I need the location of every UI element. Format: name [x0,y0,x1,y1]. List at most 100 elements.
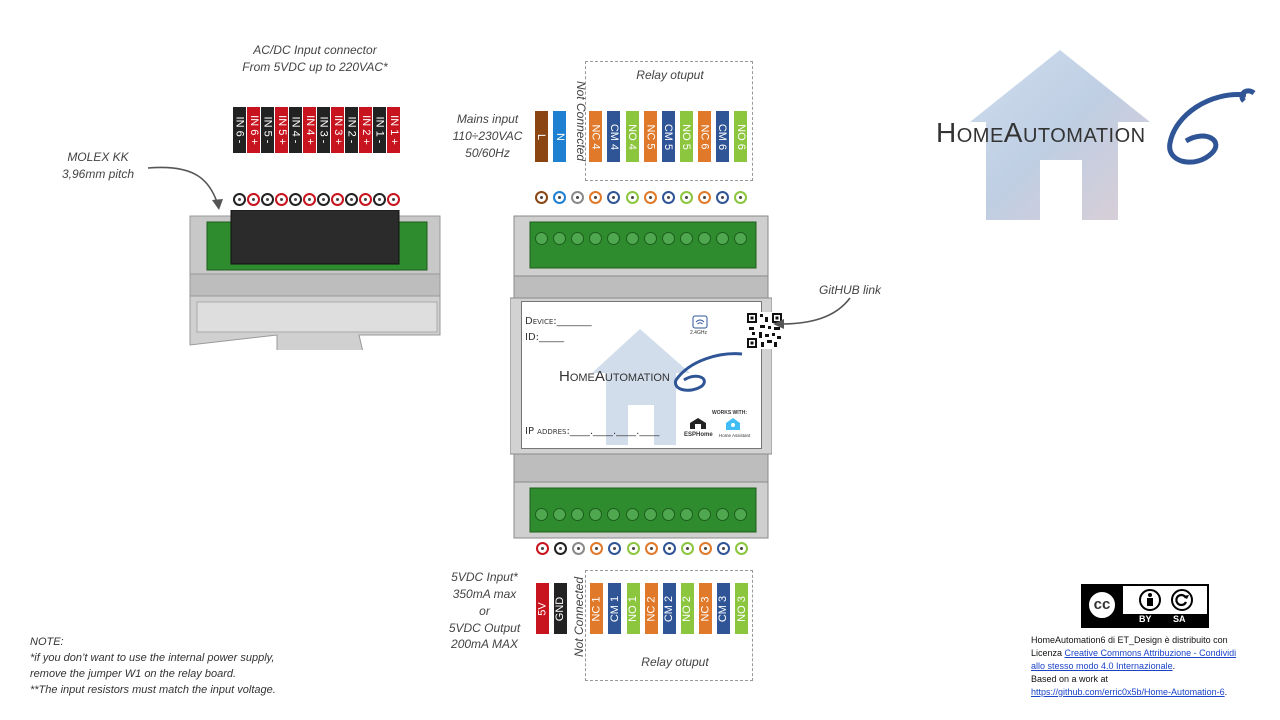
pin-text: IN 5 - [262,117,274,144]
input-terminal-12 [387,193,400,206]
terminal-screw [553,508,566,521]
molex-label-1: MOLEX KK [50,149,146,165]
input-terminal-11 [373,193,386,206]
terminal-screw [662,232,675,245]
terminal-screw [535,232,548,245]
input-terminal-7 [317,193,330,206]
pin-label-gnd: GND [554,583,567,634]
license-link-cc-2[interactable]: allo stesso modo 4.0 Internazionale [1031,661,1173,671]
dc-label-1: 5VDC Input* [437,569,532,585]
pin-label-nc-5: NC 5 [644,111,657,162]
pin-label-in-4: IN 4 + [303,107,316,153]
terminal-screw [716,232,729,245]
license-line-2: Licenza [1031,648,1065,658]
pin-text: NC 6 [698,124,710,149]
terminal-screw [734,232,747,245]
pin-label-in-1: IN 1 + [387,107,400,153]
dc-label-5: 200mA MAX [437,636,532,652]
terminal-screw [626,508,639,521]
pin-text: CM 4 [608,123,620,149]
pin-label-no-6: NO 6 [734,111,747,162]
pin-text: IN 1 - [374,117,386,144]
mains-label-1: Mains input [440,111,535,127]
acdc-subtitle: From 5VDC up to 220VAC* [225,59,405,75]
pin-text: N [554,133,566,141]
pin-label-cm-5: CM 5 [662,111,675,162]
id-field: ID:_____ [525,332,564,343]
terminal-screw [626,232,639,245]
card-logo-six-icon [670,350,745,395]
pin-label-in-1: IN 1 - [373,107,386,153]
pin-label-cm-4: CM 4 [607,111,620,162]
input-terminal-1 [233,193,246,206]
pin-label-in-5: IN 5 - [261,107,274,153]
mains-label-3: 50/60Hz [440,145,535,161]
pin-text: IN 2 - [346,117,358,144]
device-field: Device:_______ [525,316,592,327]
by-icon [1139,589,1161,611]
dc-label-4: 5VDC Output [437,620,532,636]
pin-label-5v: 5V [536,583,549,634]
pin-text: IN 1 + [388,115,400,145]
cc-badge-top [1123,586,1207,614]
pin-label-in-5: IN 5 + [275,107,288,153]
bottom-terminal-9 [681,542,694,555]
relay-output-top-label: Relay otuput [600,67,740,83]
input-terminal-2 [247,193,260,206]
dc-label-3: or [437,603,532,619]
license-link-cc[interactable]: Creative Commons Attribuzione - Condivid… [1065,648,1237,658]
input-terminal-5 [289,193,302,206]
bottom-terminal-6 [627,542,640,555]
terminal-screw [716,508,729,521]
pin-label-cm-6: CM 6 [716,111,729,162]
top-terminal-9 [680,191,693,204]
note-line-1: *if you don’t want to use the internal p… [30,650,350,666]
terminal-screw [734,508,747,521]
input-terminal-6 [303,193,316,206]
pin-text: IN 3 + [332,115,344,145]
note-block: NOTE: *if you don’t want to use the inte… [30,634,350,698]
pin-label-in-3: IN 3 - [317,107,330,153]
cc-license-badge[interactable]: cc BY SA [1081,584,1209,628]
top-terminal-12 [734,191,747,204]
pin-text: GND [555,596,567,620]
note-title: NOTE: [30,634,350,650]
terminal-screw [662,508,675,521]
input-terminal-3 [261,193,274,206]
bottom-terminal-7 [645,542,658,555]
works-with-label: WORKS WITH: [712,410,747,416]
bottom-terminal-2 [554,542,567,555]
relay-output-bottom-label: Relay otuput [605,654,745,670]
pin-text: NO 5 [680,124,692,150]
sa-icon [1171,589,1193,611]
license-text: HomeAutomation6 di ET_Design è distribui… [1031,634,1276,699]
pin-label-in-2: IN 2 - [345,107,358,153]
ip-field: IP addres:____.____.____.____ [525,426,659,437]
pin-text: IN 6 + [248,115,260,145]
terminal-screw [644,508,657,521]
home-assistant-label: Home Assistant [719,433,750,438]
pin-label-nc-6: NC 6 [698,111,711,162]
bottom-terminal-8 [663,542,676,555]
top-terminal-10 [698,191,711,204]
bottom-terminal-1 [536,542,549,555]
logo-six-icon [1150,85,1260,175]
terminal-screw [698,232,711,245]
pin-label-in-4: IN 4 - [289,107,302,153]
top-terminal-7 [644,191,657,204]
top-terminal-6 [626,191,639,204]
bottom-terminal-12 [735,542,748,555]
molex-label-2: 3,96mm pitch [50,166,146,182]
license-link-github[interactable]: https://github.com/erric0x5b/Home-Automa… [1031,687,1225,697]
dc-label-2: 350mA max [437,586,532,602]
pin-text: IN 2 + [360,115,372,145]
pin-text: L [536,133,548,139]
top-terminal-2 [553,191,566,204]
pin-label-nc-4: NC 4 [589,111,602,162]
pin-label-no-4: NO 4 [626,111,639,162]
license-period-2: . [1225,687,1228,697]
terminal-screw [553,232,566,245]
bottom-terminal-10 [699,542,712,555]
input-terminal-10 [359,193,372,206]
pin-label-in-6: IN 6 + [247,107,260,153]
